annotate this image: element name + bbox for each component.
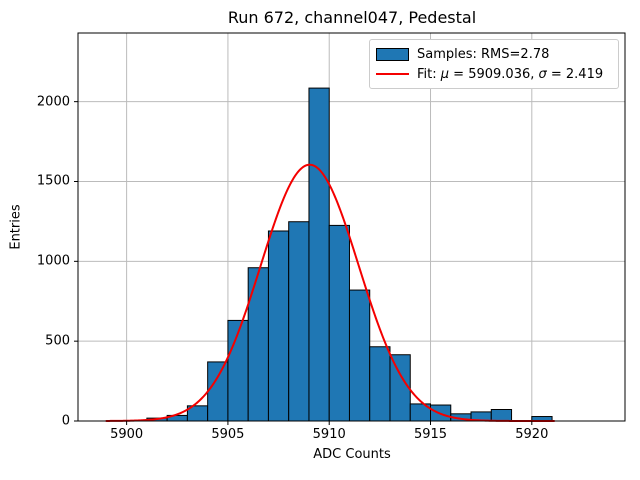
histogram-bar <box>247 267 269 422</box>
x-tick-label: 5915 <box>413 427 448 442</box>
histogram-bar <box>490 409 513 422</box>
histogram-bar <box>267 230 290 422</box>
legend-samples-swatch <box>376 47 409 61</box>
x-axis-label: ADC Counts <box>313 447 391 462</box>
tick-marks <box>74 101 533 425</box>
legend-entry-fit: Fit: μ = 5909.036, σ = 2.419 <box>376 67 612 82</box>
chart-title: Run 672, channel047, Pedestal <box>227 8 477 27</box>
histogram-bar <box>207 361 229 422</box>
gaussian-fit-curve <box>105 163 556 422</box>
y-axis-label: Entries <box>8 204 24 250</box>
y-tick-label: 500 <box>45 333 70 349</box>
legend-fit-line <box>376 73 409 75</box>
y-tick-label: 1000 <box>36 253 70 269</box>
legend: Samples: RMS=2.78 Fit: μ = 5909.036, σ =… <box>369 39 619 89</box>
x-tick-label: 5910 <box>312 427 346 442</box>
histogram-bar <box>288 221 310 422</box>
axes-frame <box>77 32 626 422</box>
legend-samples-label: Samples: RMS=2.78 <box>417 46 550 62</box>
histogram-bar <box>308 87 330 422</box>
y-tick-label: 1500 <box>36 173 70 189</box>
legend-entry-samples: Samples: RMS=2.78 <box>376 47 612 62</box>
x-tick-label: 5900 <box>110 427 144 442</box>
x-tick-label: 5905 <box>211 427 245 442</box>
histogram-bar <box>348 289 371 422</box>
legend-fit-label: Fit: μ = 5909.036, σ = 2.419 <box>417 66 604 82</box>
histogram-bar <box>389 354 411 422</box>
y-tick-label: 2000 <box>36 94 70 110</box>
histogram-series <box>146 87 553 422</box>
mu-symbol: μ <box>440 66 450 82</box>
sigma-symbol: σ <box>538 66 547 82</box>
histogram-bar <box>369 346 391 422</box>
histogram-bar <box>328 224 350 422</box>
y-tick-label: 0 <box>61 413 70 429</box>
x-tick-label: 5920 <box>515 427 549 442</box>
